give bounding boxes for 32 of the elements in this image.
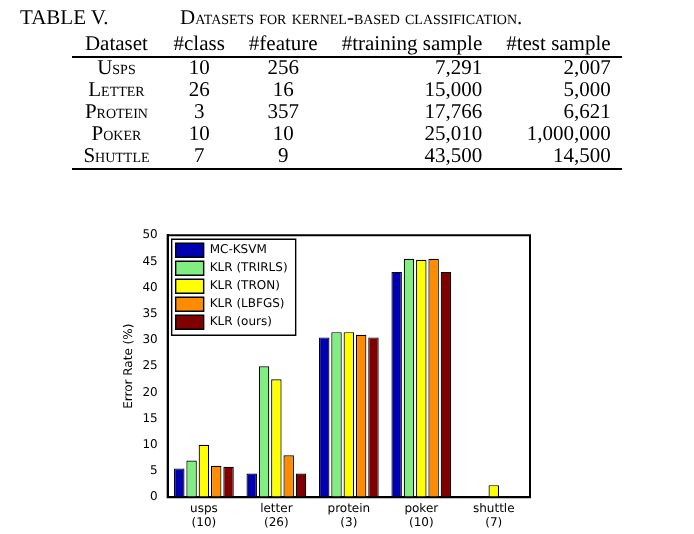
text: 5,000 xyxy=(563,80,611,102)
category-label: Usps xyxy=(97,58,136,80)
text: Datasets for kernel-based classification. xyxy=(180,8,523,30)
text: 26 xyxy=(188,80,210,102)
text: 17,766 xyxy=(424,102,483,124)
category-label: #training sample xyxy=(339,34,485,57)
text: 10 xyxy=(188,124,210,146)
text: 10 xyxy=(272,124,294,146)
text: 7,291 xyxy=(434,58,483,80)
text: 2,007 xyxy=(563,58,611,80)
text: 16 xyxy=(272,80,294,102)
text: TABLE V. xyxy=(20,8,111,30)
text: 7 xyxy=(193,146,205,168)
category-label: #class xyxy=(171,34,227,57)
text: 25,010 xyxy=(424,124,483,146)
text: 14,500 xyxy=(552,146,611,168)
text: 357 xyxy=(267,102,299,124)
text: 43,500 xyxy=(424,146,483,168)
text: 256 xyxy=(267,58,299,80)
text: 15,000 xyxy=(424,80,483,102)
category-label: Protein xyxy=(84,102,148,124)
category-label: #test sample xyxy=(504,34,613,57)
text: 10 xyxy=(188,58,210,80)
text: 1,000,000 xyxy=(526,124,611,146)
category-label: #feature xyxy=(246,34,320,57)
text: Dataset xyxy=(82,34,150,57)
text: 3 xyxy=(193,102,205,124)
category-label: Letter xyxy=(88,80,145,102)
text: 9 xyxy=(278,146,289,168)
category-label: Shuttle xyxy=(83,146,150,168)
text: 6,621 xyxy=(563,102,611,124)
category-label: Poker xyxy=(91,124,142,146)
